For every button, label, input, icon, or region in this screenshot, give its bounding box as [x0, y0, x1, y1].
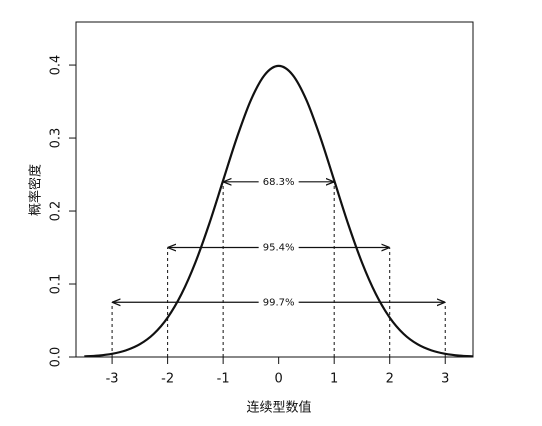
x-tick-label: 1	[330, 372, 338, 387]
label-backdrop	[258, 295, 299, 310]
x-tick-label: 3	[441, 372, 449, 387]
interval-label: 68.3%	[263, 177, 295, 188]
x-tick-label: -1	[217, 372, 230, 387]
y-tick-label: 0.2	[49, 201, 64, 222]
x-tick-label: 0	[275, 372, 283, 387]
y-axis-label: 概率密度	[28, 164, 44, 216]
y-tick-label: 0.1	[49, 274, 64, 295]
label-backdrop	[258, 240, 299, 255]
interval-label: 95.4%	[263, 243, 295, 254]
plot-frame	[75, 21, 474, 358]
y-tick-label: 0.4	[49, 55, 64, 76]
density-curve	[84, 64, 474, 358]
label-backdrop	[258, 174, 299, 189]
interval-label: 99.7%	[263, 297, 295, 308]
y-tick-label: 0.0	[49, 347, 64, 368]
x-axis-label: 连续型数值	[246, 400, 311, 416]
x-tick-label: -2	[161, 372, 174, 387]
y-tick-label: 0.3	[49, 128, 64, 149]
x-tick-label: -3	[106, 372, 119, 387]
x-tick-label: 2	[386, 372, 394, 387]
